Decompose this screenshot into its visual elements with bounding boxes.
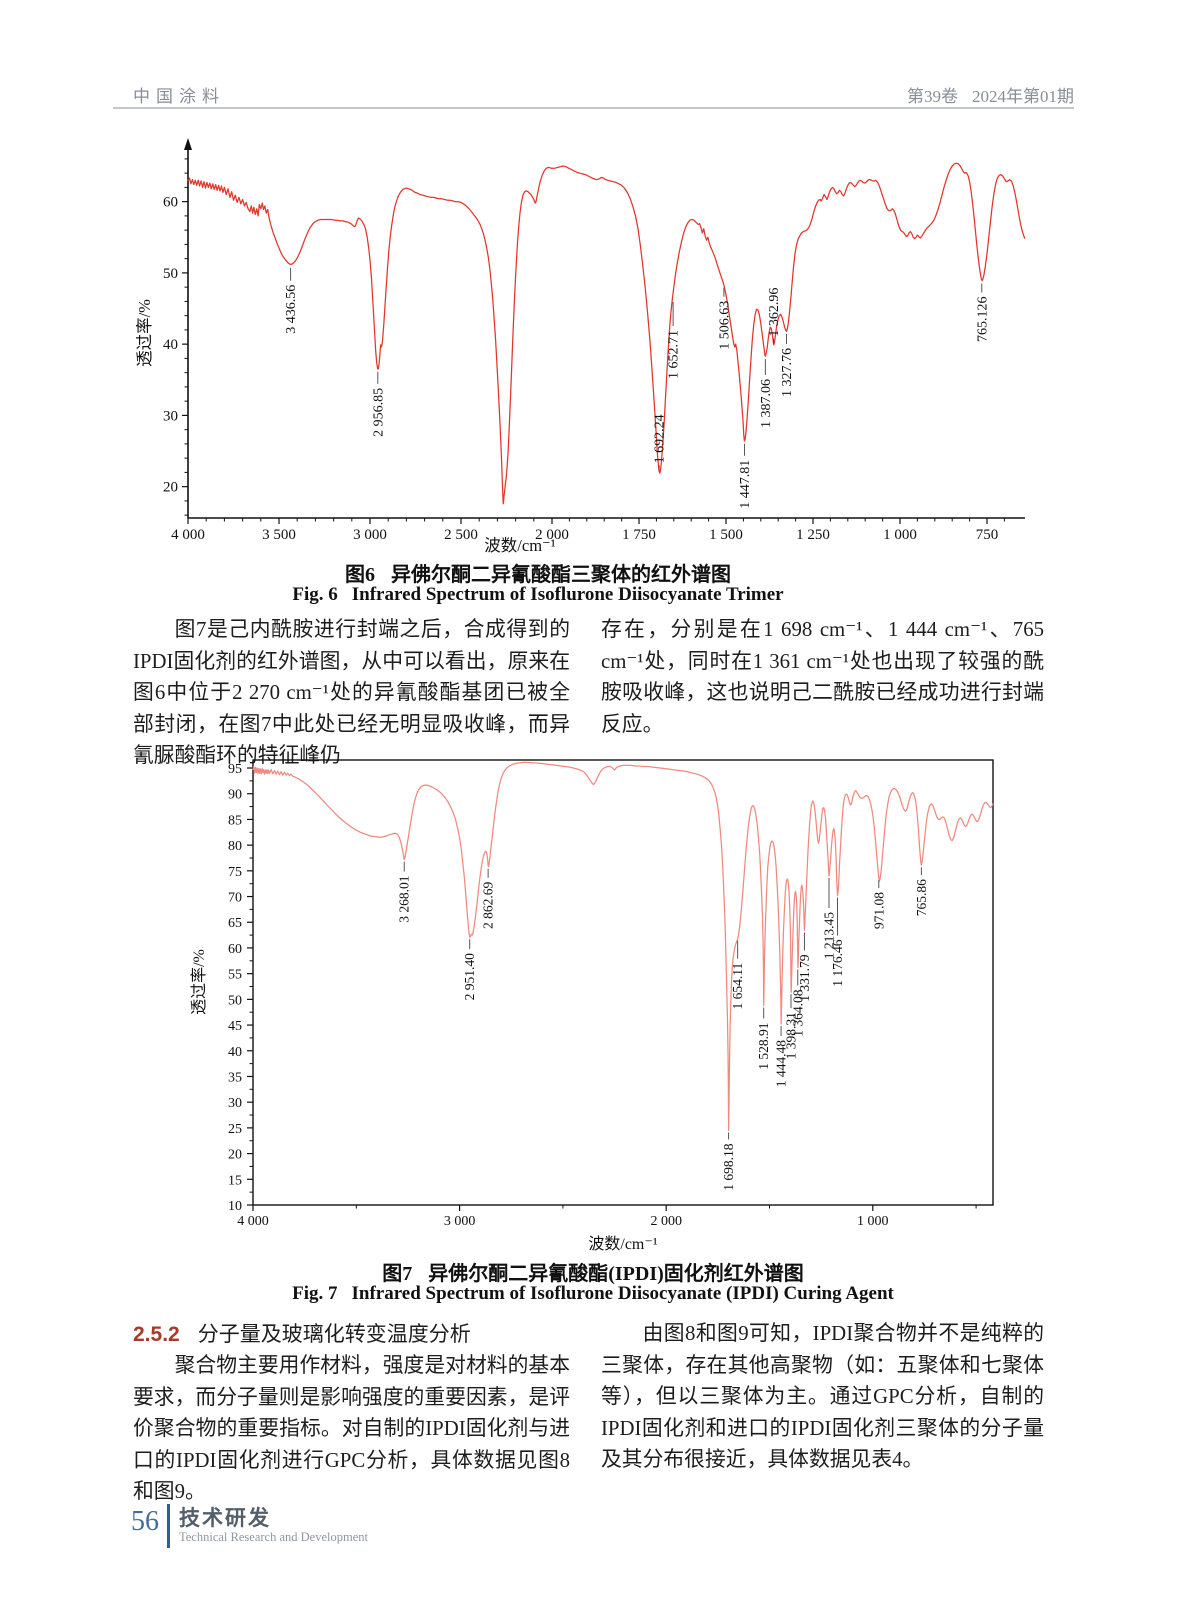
paragraph-2-left: 聚合物主要用作材料，强度是对材料的基本要求，而分子量则是影响强度的重要因素，是评… [133,1354,570,1504]
fig6-plot: 4 000 3 500 3 000 2 500 2 000 1 750 1 500 1 250… [135,138,1026,555]
header-rule [113,107,1074,109]
svg-text:3 000: 3 000 [444,1214,476,1229]
svg-text:1 692.24: 1 692.24 [653,414,668,463]
svg-text:3 436.56: 3 436.56 [284,285,299,334]
svg-text:波数/cm⁻¹: 波数/cm⁻¹ [588,1235,657,1253]
svg-text:10: 10 [228,1199,242,1214]
svg-text:1 528.91: 1 528.91 [756,1023,771,1070]
fig6-label-zh: 图6 [345,564,375,586]
svg-text:20: 20 [163,480,178,496]
svg-text:2 956.85: 2 956.85 [371,388,386,437]
svg-text:波数/cm⁻¹: 波数/cm⁻¹ [484,536,555,555]
svg-text:2 862.69: 2 862.69 [481,881,496,929]
fig6-title-zh: 异佛尔酮二异氰酸酯三聚体的红外谱图 [391,564,731,586]
svg-text:3 000: 3 000 [353,527,387,543]
svg-text:1 213.45: 1 213.45 [822,912,837,960]
svg-text:45: 45 [228,1019,242,1034]
svg-text:50: 50 [163,266,178,282]
footer-column-zh: 技术研发 [179,1507,271,1530]
svg-text:971.08: 971.08 [871,892,886,929]
svg-text:1 000: 1 000 [857,1214,889,1229]
svg-text:65: 65 [228,916,242,931]
svg-text:85: 85 [228,813,242,828]
svg-text:70: 70 [228,891,242,906]
fig6-caption-en: Fig. 6 Infrared Spectrum of Isoflurone Di… [133,584,943,606]
svg-text:30: 30 [163,408,178,424]
svg-text:40: 40 [228,1045,242,1060]
svg-text:1 000: 1 000 [883,527,917,543]
svg-text:透过率/%: 透过率/% [190,949,208,1015]
svg-text:40: 40 [163,337,178,353]
svg-text:1 327.76: 1 327.76 [780,348,795,397]
svg-text:3 268.01: 3 268.01 [397,876,412,923]
fig7-plot: 4 000 3 000 2 000 1 000 10 15 20 25 30 35 40 45 50 55… [190,759,994,1253]
svg-text:1 362.96: 1 362.96 [767,288,782,337]
svg-text:1 250: 1 250 [796,527,830,543]
svg-text:765.126: 765.126 [975,296,990,342]
fig6-title-en: Infrared Spectrum of Isoflurone Diisocya… [351,584,784,605]
svg-text:1 500: 1 500 [709,527,743,543]
svg-text:1 750: 1 750 [622,527,656,543]
svg-text:1 506.63: 1 506.63 [717,301,732,350]
svg-text:90: 90 [228,788,242,803]
svg-text:60: 60 [163,195,178,211]
issue-label: 2024年第01期 [972,87,1074,106]
volume-label: 第39卷 [907,87,958,106]
fig7-label-zh: 图7 [382,1263,413,1285]
paragraph-1-left: 图7是己内酰胺进行封端之后，合成得到的IPDI固化剂的红外谱图，从中可以看出，原… [133,618,570,768]
footer-bar [167,1504,170,1548]
svg-text:55: 55 [228,968,242,983]
fig7-caption-zh: 图7 异佛尔酮二异氰酸酯(IPDI)固化剂红外谱图 [133,1257,1053,1286]
svg-text:75: 75 [228,865,242,880]
svg-text:30: 30 [228,1096,242,1111]
fig7-caption-en: Fig. 7 Infrared Spectrum of Isoflurone Di… [133,1283,1053,1305]
section-heading: 2.5.2 分子量及玻璃化转变温度分析 [133,1318,593,1348]
issue-info: 第39卷 2024年第01期 [907,82,1074,107]
svg-text:20: 20 [228,1148,242,1163]
section-number: 2.5.2 [133,1323,180,1346]
svg-text:80: 80 [228,839,242,854]
svg-text:1 444.48: 1 444.48 [774,1040,789,1088]
svg-text:2 000: 2 000 [535,527,569,543]
paragraph-1-right: 存在，分别是在1 698 cm⁻¹、1 444 cm⁻¹、765 cm⁻¹处，同… [601,618,1044,736]
svg-text:765.86: 765.86 [914,879,929,916]
svg-text:1 654.11: 1 654.11 [730,963,745,1010]
page-number: 56 [131,1506,159,1537]
fig6-label-en: Fig. 6 [292,584,338,605]
svg-text:750: 750 [976,527,999,543]
svg-text:50: 50 [228,993,242,1008]
svg-text:1 364.08: 1 364.08 [790,989,805,1037]
paragraph-2-right: 由图8和图9可知，IPDI聚合物并不是纯粹的三聚体，存在其他高聚物（如：五聚体和… [601,1322,1044,1472]
svg-text:4 000: 4 000 [237,1214,269,1229]
svg-text:2 000: 2 000 [650,1214,682,1229]
svg-text:15: 15 [228,1173,242,1188]
svg-text:1 398.31: 1 398.31 [783,1012,798,1059]
svg-text:1 698.18: 1 698.18 [721,1143,736,1191]
section-title: 分子量及玻璃化转变温度分析 [197,1322,471,1346]
svg-text:透过率/%: 透过率/% [135,299,154,367]
fig7-label-en: Fig. 7 [292,1283,338,1304]
fig7-title-zh: 异佛尔酮二异氰酸酯(IPDI)固化剂红外谱图 [428,1263,804,1285]
svg-text:3 500: 3 500 [262,527,296,543]
svg-text:25: 25 [228,1122,242,1137]
svg-text:1 387.06: 1 387.06 [759,379,774,428]
svg-text:1 447.81: 1 447.81 [738,460,753,509]
journal-name: 中国涂料 [133,87,225,106]
fig7-title-en: Infrared Spectrum of Isoflurone Diisocya… [351,1283,894,1304]
svg-text:1 176.46: 1 176.46 [830,939,845,987]
svg-text:4 000: 4 000 [171,527,205,543]
svg-text:2 500: 2 500 [444,527,478,543]
svg-text:2 951.40: 2 951.40 [462,953,477,1001]
svg-text:35: 35 [228,1070,242,1085]
footer-column-en: Technical Research and Development [179,1530,368,1544]
fig6-caption-zh: 图6 异佛尔酮二异氰酸酯三聚体的红外谱图 [133,558,943,587]
svg-text:1 331.79: 1 331.79 [797,954,812,1002]
svg-text:60: 60 [228,942,242,957]
svg-text:1 652.71: 1 652.71 [667,330,682,379]
